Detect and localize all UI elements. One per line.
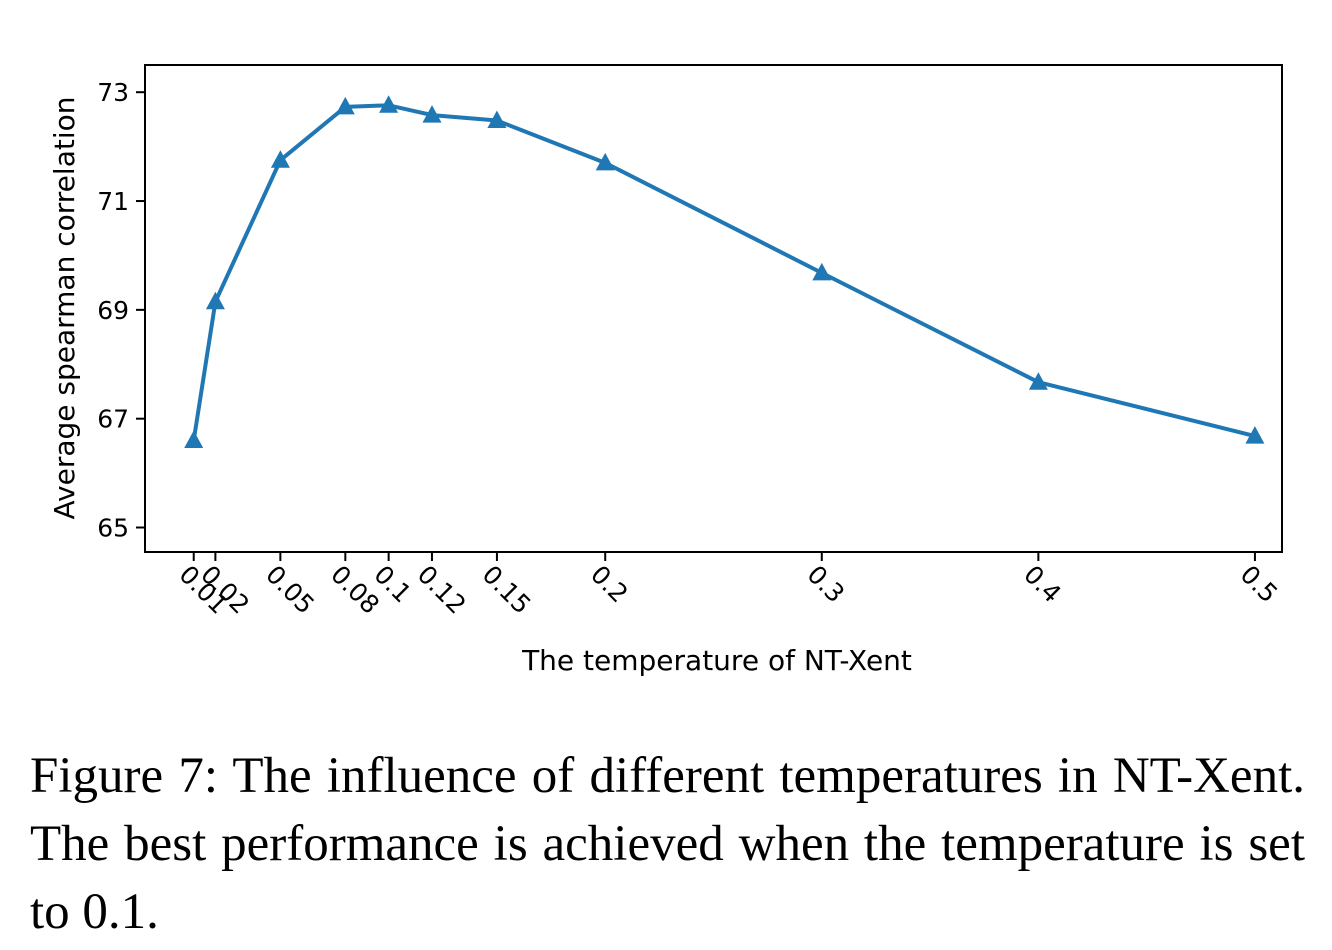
data-point-marker [812, 262, 832, 281]
y-tick-label: 73 [97, 78, 129, 107]
x-axis-ticks: 0.010.02 0.05 0.080.10.12 0.15 0.2 0.3 0.4 0.5 [173, 552, 1283, 620]
x-tick-label: 0.2 [585, 560, 634, 609]
x-tick-label: 0.3 [802, 560, 851, 609]
data-point-marker [422, 105, 442, 123]
data-point-marker [595, 152, 615, 171]
x-tick-label: 0.05 [260, 560, 320, 620]
plot-frame [144, 64, 1283, 553]
x-tick-label: 0.12 [412, 560, 472, 620]
figure-caption: Figure 7: The influence of different tem… [30, 748, 1305, 940]
x-axis-label: The temperature of NT-Xent [521, 644, 912, 677]
series-layer [184, 95, 1265, 448]
y-tick-label: 69 [97, 296, 129, 325]
series-line [191, 103, 1257, 443]
y-tick-label: 67 [97, 405, 129, 434]
y-tick-label: 65 [97, 514, 129, 543]
x-tick-label: 0.5 [1235, 560, 1284, 609]
y-tick-label: 71 [97, 187, 129, 216]
data-point-marker [270, 150, 290, 168]
data-point-marker [184, 430, 204, 448]
y-axis-label: Average spearman correlation [48, 97, 81, 520]
data-point-marker [379, 95, 399, 113]
data-point-marker [1245, 426, 1265, 444]
data-point-marker [487, 110, 507, 128]
x-tick-label: 0.15 [477, 560, 537, 620]
data-point-marker [335, 96, 355, 115]
x-tick-label: 0.4 [1018, 560, 1067, 609]
data-point-marker [1028, 372, 1048, 390]
data-point-marker [205, 291, 225, 310]
x-tick-label: 0.08 [325, 560, 385, 620]
y-axis-ticks: 65 67 69 71 73 [97, 78, 145, 543]
